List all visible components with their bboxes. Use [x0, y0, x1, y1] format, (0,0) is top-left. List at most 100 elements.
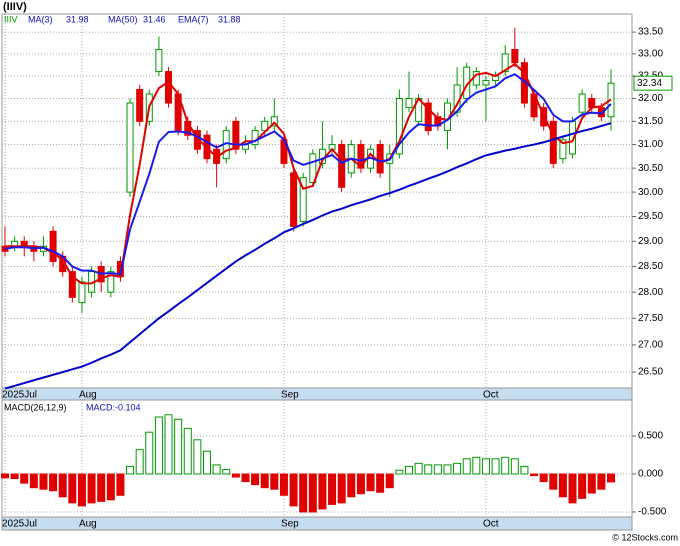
macd-bar: [491, 458, 500, 475]
macd-bar: [424, 464, 433, 475]
y-tick-label: 30.50: [638, 163, 663, 174]
macd-bar: [607, 473, 615, 483]
legend-symbol: IIIV: [4, 14, 18, 24]
macd-bar: [366, 473, 375, 492]
macd-bar: [443, 464, 452, 475]
macd-bar: [270, 473, 279, 490]
macd-bar: [337, 473, 346, 504]
macd-bar: [77, 473, 86, 507]
price-box: [633, 75, 673, 91]
y-tick-label: 29.00: [638, 236, 663, 247]
macd-bar: [10, 473, 19, 480]
macd-bar: [154, 416, 163, 475]
candle-body: [588, 98, 596, 109]
candle-body: [578, 93, 586, 113]
macd-bar: [39, 473, 48, 490]
macd-bar: [539, 473, 548, 483]
candle-body: [261, 120, 269, 132]
plot-layer: 26.50 27.00 27.50 28.00 28.50 29.00 29.50 30.00…: [1, 13, 673, 531]
macd-bar: [501, 456, 510, 475]
candle-body: [357, 144, 365, 169]
copyright: © 12Stocks.com: [612, 532, 678, 542]
candle-body: [338, 144, 346, 188]
candle-body: [559, 139, 567, 160]
macd-legend: MACD(26,12,9): [4, 402, 67, 412]
legend-ma50: MA(50): [108, 14, 138, 24]
macd-bar: [174, 418, 183, 475]
macd-bar: [385, 473, 394, 489]
y-tick-label: 27.50: [638, 313, 663, 324]
macd-bar: [568, 473, 577, 504]
macd-bar: [203, 450, 211, 475]
chart-title: (IIIV): [3, 1, 27, 13]
macd-bar: [289, 473, 298, 507]
date-strip: [1, 516, 633, 531]
x-tick-label: Aug: [79, 519, 97, 530]
y-tick-label: 30.00: [638, 187, 663, 198]
price-label: 32.34: [637, 78, 662, 89]
macd-bar: [395, 469, 404, 475]
macd-bar: [106, 473, 115, 501]
macd-bar: [578, 473, 587, 499]
macd-bar: [481, 458, 490, 475]
x-tick-label: Oct: [483, 390, 499, 401]
candle-body: [299, 177, 307, 222]
candle-body: [501, 53, 509, 73]
x-tick-label: Sep: [281, 390, 299, 401]
candle-body: [405, 98, 413, 109]
candle-body: [549, 120, 557, 164]
macd-bar: [97, 473, 106, 502]
macd-bar: [376, 473, 385, 493]
y-tick-label: 28.00: [638, 287, 663, 298]
plot-frame: [1, 399, 633, 518]
legend-ema7: EMA(7): [178, 14, 209, 24]
macd-bar: [1, 473, 9, 479]
legend-ma50-value: 31.46: [143, 14, 166, 24]
candle-body: [136, 88, 144, 122]
y-tick-label: 0.500: [638, 431, 663, 442]
macd-bar: [164, 414, 173, 475]
macd-bar: [347, 473, 356, 498]
y-tick-label: 27.00: [638, 340, 663, 351]
candle-body: [155, 48, 163, 73]
macd-bar: [279, 473, 288, 496]
macd-bar: [231, 473, 240, 478]
candle-body: [49, 230, 57, 262]
macd-bar: [597, 473, 606, 490]
legend-ma3-value: 31.98: [66, 14, 89, 24]
y-tick-label: 26.50: [638, 367, 663, 378]
x-tick-label: Sep: [281, 519, 299, 530]
macd-bar: [558, 473, 567, 498]
macd-bar: [510, 458, 519, 475]
y-tick-label: 33.50: [638, 27, 663, 38]
macd-bar: [530, 473, 539, 477]
macd-bar: [29, 473, 38, 489]
candle-body: [232, 120, 240, 150]
macd-bar: [433, 464, 442, 475]
macd-bar: [472, 456, 481, 475]
y-tick-label: 0.000: [638, 469, 663, 480]
macd-bar: [405, 465, 413, 475]
macd-bar: [241, 473, 250, 483]
candle-body: [376, 144, 384, 174]
macd-bar: [116, 473, 125, 496]
macd-bar: [20, 473, 29, 484]
macd-bar: [183, 427, 192, 475]
y-tick-label: 31.00: [638, 139, 663, 150]
macd-bar: [549, 473, 558, 490]
candle-body: [193, 130, 201, 150]
macd-bar: [87, 473, 96, 504]
macd-bar: [222, 468, 231, 475]
x-tick-label: 2025Jul: [2, 390, 37, 401]
macd-value: MACD:-0.104: [86, 402, 141, 412]
x-tick-label: 2025Jul: [2, 519, 37, 530]
macd-bar: [520, 465, 529, 475]
macd-bar: [308, 473, 317, 513]
x-tick-label: Aug: [79, 390, 97, 401]
plot-frame: [1, 13, 633, 389]
macd-bar: [135, 449, 144, 475]
candle-body: [107, 271, 115, 293]
y-tick-label: 29.50: [638, 211, 663, 222]
candle-body: [424, 102, 432, 132]
y-tick-label: 33.00: [638, 49, 663, 60]
